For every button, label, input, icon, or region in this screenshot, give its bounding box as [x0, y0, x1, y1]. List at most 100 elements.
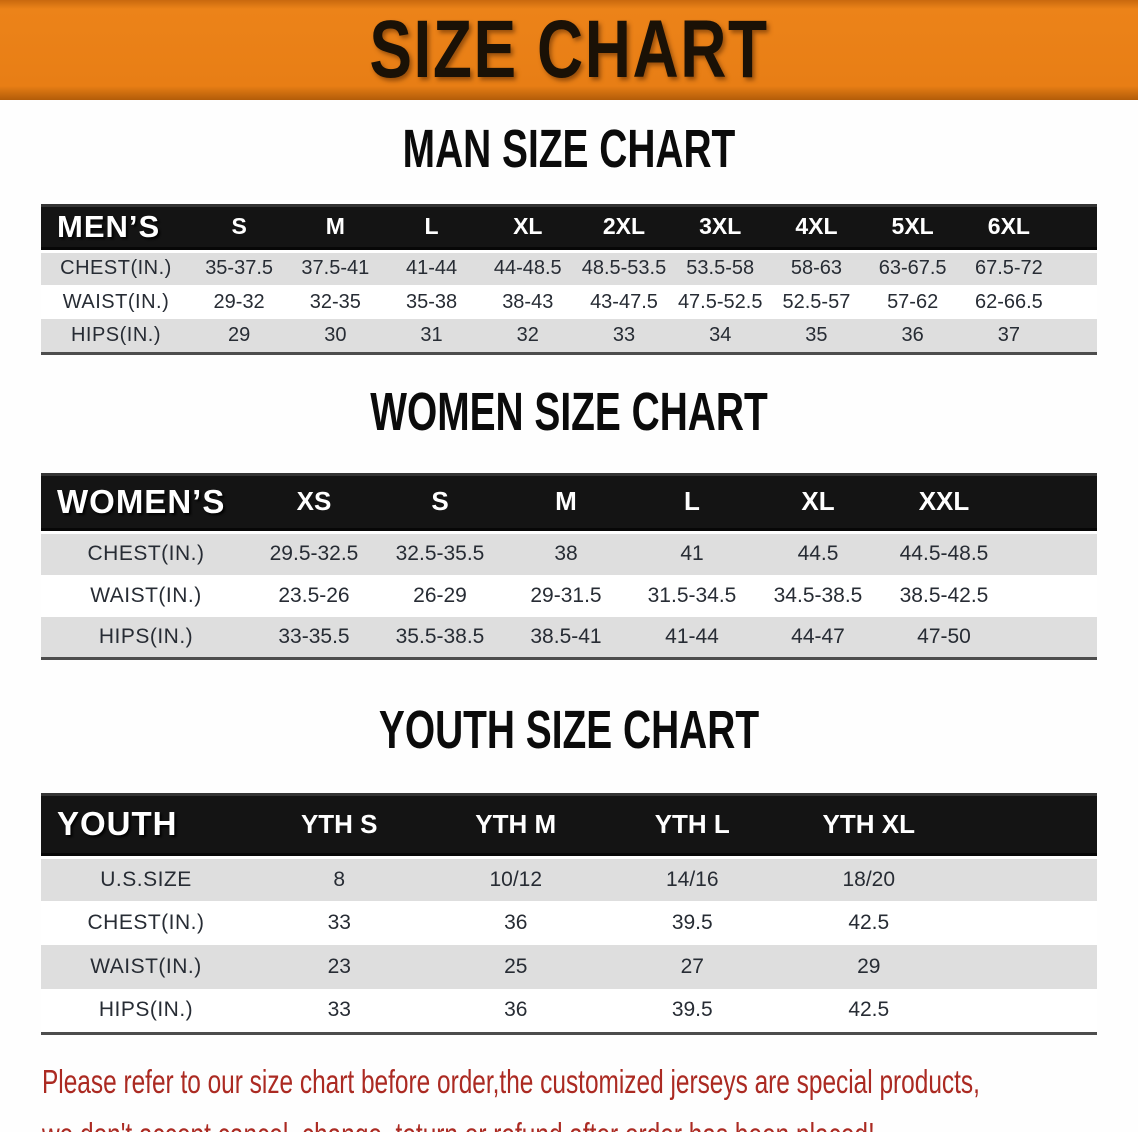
size-header: L — [383, 204, 480, 253]
row-label: CHEST(IN.) — [60, 257, 172, 280]
size-table-men: MEN’S S M L XL 2XL 3XL 4XL 5XL 6XL CHEST(IN.) 35-37… — [41, 204, 1097, 355]
size-table-women: WOMEN’S XS S M L XL XXL CHEST(IN.) 29.5-32.5 32.5… — [41, 472, 1097, 660]
row-spacer — [1007, 616, 1097, 660]
size-header: 3XL — [672, 204, 769, 253]
size-value: 33 — [327, 911, 351, 934]
section-title-youth: YOUTH SIZE CHART — [0, 700, 1138, 765]
size-value: 44.5-48.5 — [899, 542, 989, 566]
size-value: 10/12 — [489, 867, 543, 891]
size-header: 2XL — [575, 204, 673, 253]
size-header: XL — [755, 472, 881, 534]
disclaimer-line-2: we don't accept cancel, change, teturn o… — [42, 1112, 875, 1132]
section-title-youth-text: YOUTH SIZE CHART — [378, 700, 760, 760]
youth-corner-label: YOUTH — [41, 793, 251, 859]
size-value: 38.5-41 — [503, 616, 629, 660]
size-header: S — [377, 472, 503, 534]
men-row: CHEST(IN.) 35-37.5 37.5-41 41-44 44-48.5 48.5… — [41, 251, 1097, 285]
youth-header-row: YOUTH YTH S YTH M YTH L YTH XL — [41, 793, 1097, 859]
men-corner-label: MEN’S — [41, 204, 191, 253]
section-title-men-text: MAN SIZE CHART — [402, 119, 736, 179]
size-value: 52.5-57 — [782, 290, 851, 313]
size-value: 30 — [287, 319, 384, 355]
section-title-women: WOMEN SIZE CHART — [0, 385, 1138, 447]
size-value: 34.5-38.5 — [773, 583, 863, 607]
women-row: WAIST(IN.) 23.5-26 26-29 29-31.5 31.5-34.5 34… — [41, 574, 1097, 617]
size-value: 29 — [857, 955, 881, 978]
header-spacer — [1057, 204, 1097, 253]
size-value: 27 — [680, 955, 704, 978]
men-row: HIPS(IN.) 29 30 31 32 33 34 35 36 37 — [41, 319, 1097, 355]
size-value: 39.5 — [671, 911, 713, 934]
size-value: 32.5-35.5 — [395, 542, 485, 566]
size-value: 47.5-52.5 — [677, 290, 763, 313]
size-table-youth: YOUTH YTH S YTH M YTH L YTH XL U.S.SIZE 8 10/12… — [41, 793, 1097, 1035]
youth-row: U.S.SIZE 8 10/12 14/16 18/20 — [41, 857, 1097, 901]
size-value: 48.5-53.5 — [581, 257, 667, 280]
size-value: 18/20 — [842, 867, 896, 891]
size-value: 38 — [554, 542, 578, 566]
size-value: 25 — [504, 955, 528, 978]
size-value: 47-50 — [881, 616, 1007, 660]
row-spacer — [957, 901, 1097, 945]
size-value: 39.5 — [604, 989, 781, 1035]
row-label: CHEST(IN.) — [87, 911, 205, 934]
size-value: 23 — [327, 955, 351, 978]
size-header: M — [503, 472, 629, 534]
size-value: 38-43 — [502, 290, 554, 313]
section-women: WOMEN SIZE CHART WOMEN’S XS S M L XL XXL CHEST(… — [0, 385, 1138, 660]
row-spacer — [1057, 285, 1097, 319]
size-value: 62-66.5 — [974, 290, 1043, 313]
youth-row: WAIST(IN.) 23 25 27 29 — [41, 945, 1097, 989]
row-label: HIPS(IN.) — [41, 616, 251, 660]
banner-title: SIZE CHART — [369, 4, 769, 95]
size-header: M — [287, 204, 384, 253]
row-label: WAIST(IN.) — [62, 290, 170, 313]
size-value: 44-48.5 — [493, 257, 562, 280]
size-value: 29 — [191, 319, 288, 355]
size-value: 44.5 — [797, 542, 839, 566]
row-label: HIPS(IN.) — [41, 989, 251, 1035]
size-value: 26-29 — [413, 583, 467, 607]
size-value: 35.5-38.5 — [377, 616, 503, 660]
disclaimer: Please refer to our size chart before or… — [42, 1059, 1138, 1132]
size-value: 14/16 — [665, 867, 719, 891]
size-value: 34 — [672, 319, 769, 355]
section-men: MAN SIZE CHART MEN’S S M L XL 2XL 3XL 4XL 5XL 6XL… — [0, 119, 1138, 355]
size-value: 58-63 — [790, 257, 842, 280]
size-value: 29-32 — [213, 290, 265, 313]
size-value: 63-67.5 — [878, 257, 947, 280]
size-value: 31.5-34.5 — [647, 583, 737, 607]
size-header: XL — [479, 204, 576, 253]
women-corner-label: WOMEN’S — [41, 472, 251, 534]
row-label: WAIST(IN.) — [90, 955, 202, 978]
size-header: YTH S — [251, 793, 428, 859]
size-value: 33 — [575, 319, 673, 355]
size-header: YTH L — [604, 793, 781, 859]
section-title-men: MAN SIZE CHART — [0, 119, 1138, 184]
size-value: 37.5-41 — [301, 257, 370, 280]
size-value: 35-38 — [405, 290, 458, 313]
size-value: 33-35.5 — [251, 616, 377, 660]
women-row: HIPS(IN.) 33-35.5 35.5-38.5 38.5-41 41-44 44-… — [41, 616, 1097, 660]
size-value: 41-44 — [405, 257, 458, 280]
men-row: WAIST(IN.) 29-32 32-35 35-38 38-43 43-47.5 47.… — [41, 285, 1097, 319]
size-value: 29.5-32.5 — [269, 542, 359, 566]
size-value: 57-62 — [887, 290, 939, 313]
size-value: 31 — [383, 319, 480, 355]
size-value: 53.5-58 — [686, 257, 755, 280]
row-spacer — [1057, 251, 1097, 285]
size-value: 36 — [427, 989, 604, 1035]
size-header: YTH M — [427, 793, 604, 859]
size-value: 41 — [680, 542, 704, 566]
size-value: 23.5-26 — [278, 583, 350, 607]
size-header: 6XL — [960, 204, 1057, 253]
size-value: 35-37.5 — [205, 257, 274, 280]
size-value: 33 — [251, 989, 428, 1035]
size-value: 32-35 — [309, 290, 361, 313]
size-value: 8 — [333, 867, 346, 891]
men-header-row: MEN’S S M L XL 2XL 3XL 4XL 5XL 6XL — [41, 204, 1097, 253]
youth-row: CHEST(IN.) 33 36 39.5 42.5 — [41, 901, 1097, 945]
size-value: 43-47.5 — [590, 290, 658, 313]
row-label: WAIST(IN.) — [90, 583, 202, 607]
size-value: 42.5 — [848, 911, 890, 934]
